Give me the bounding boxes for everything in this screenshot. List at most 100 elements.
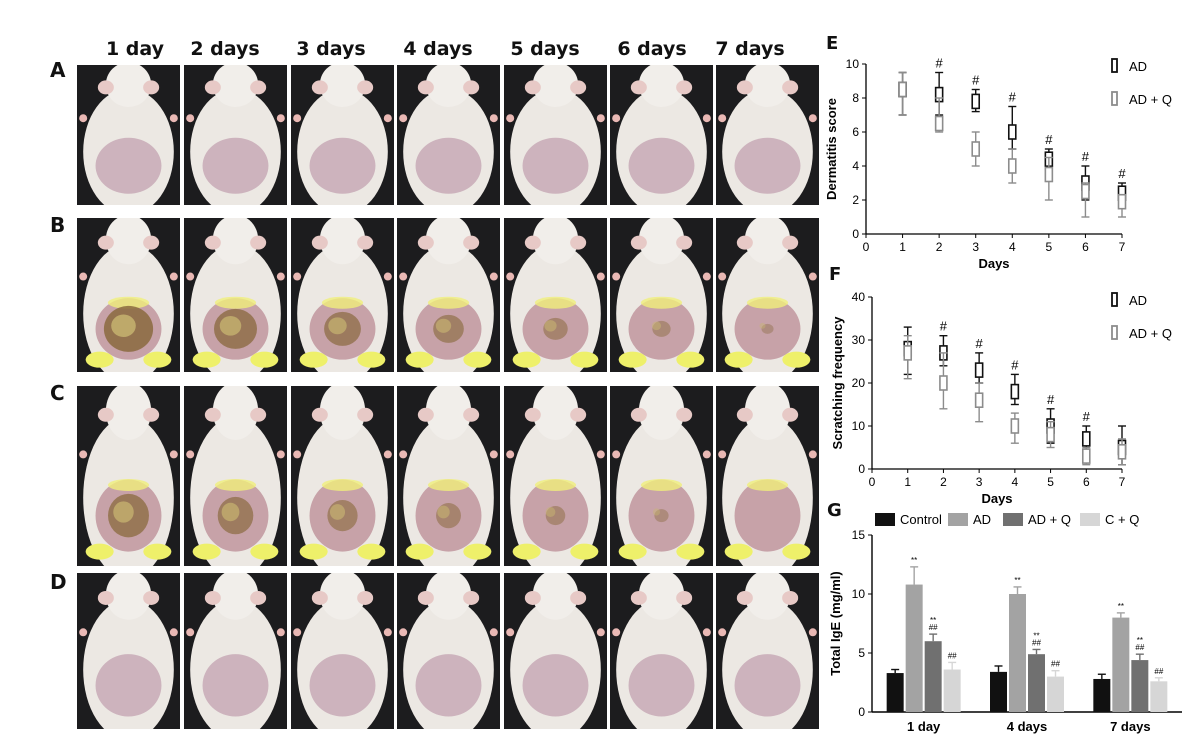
- column-label: 6 days: [617, 38, 687, 60]
- mouse-photo: [610, 65, 713, 205]
- mouse-paw: [399, 450, 408, 459]
- stained-fur: [405, 543, 434, 560]
- stained-fur: [463, 351, 492, 368]
- mouse-ear: [630, 407, 647, 422]
- stained-fur: [427, 296, 470, 309]
- mouse-head: [105, 218, 152, 265]
- mouse-ear: [250, 590, 267, 605]
- mouse-paw: [612, 450, 621, 459]
- crust: [435, 318, 452, 333]
- row-label: A: [50, 58, 66, 82]
- legend-swatch: [1111, 292, 1118, 307]
- mouse-drawing: [612, 386, 711, 566]
- mouse-paw: [596, 450, 605, 459]
- legend-label: C + Q: [1105, 512, 1139, 527]
- mouse-photo: [77, 386, 180, 566]
- mouse-ear: [630, 235, 647, 250]
- mouse-paw: [808, 628, 817, 637]
- y-tick-label: 15: [852, 528, 866, 542]
- mouse-paw: [399, 272, 408, 281]
- stained-fur: [676, 543, 705, 560]
- mouse-ear: [463, 235, 480, 250]
- mouse-head: [744, 65, 791, 107]
- mouse-ear: [570, 235, 587, 250]
- mouse-paw: [383, 114, 392, 123]
- mouse-ear: [204, 407, 221, 422]
- legend-label: Control: [900, 512, 942, 527]
- mouse-paw: [293, 114, 302, 123]
- mouse-ear: [782, 235, 799, 250]
- x-tick-label: 0: [863, 240, 870, 254]
- mouse-head: [532, 218, 579, 265]
- legend-swatch: [1080, 513, 1100, 526]
- mouse-ear: [570, 590, 587, 605]
- mouse-paw: [596, 114, 605, 123]
- mouse-head: [744, 386, 791, 440]
- mouse-ear: [676, 590, 693, 605]
- data-point: [1044, 166, 1054, 183]
- mouse-ear: [97, 407, 114, 422]
- x-tick-label: 4: [1009, 240, 1016, 254]
- mouse-drawing: [506, 218, 605, 372]
- x-tick-label: 7: [1119, 475, 1126, 489]
- category-label: 1 day: [907, 719, 941, 734]
- crust: [219, 315, 242, 336]
- mouse-ear: [311, 590, 328, 605]
- bar: [886, 673, 904, 712]
- mouse-head: [638, 218, 685, 265]
- shaved-skin: [522, 137, 589, 194]
- mouse-drawing: [186, 218, 285, 372]
- mouse-paw: [293, 628, 302, 637]
- stained-fur: [85, 543, 114, 560]
- stained-fur: [405, 351, 434, 368]
- stained-fur: [143, 543, 172, 560]
- shaved-skin: [734, 137, 801, 194]
- stained-fur: [534, 296, 577, 309]
- mouse-photo: [397, 218, 500, 372]
- skin-lesion: [654, 509, 669, 523]
- series-ad-q: [903, 335, 1127, 466]
- mouse-ear: [357, 590, 374, 605]
- stained-fur: [782, 351, 811, 368]
- mouse-paw: [718, 450, 727, 459]
- data-point: [974, 362, 984, 378]
- significance-mark: #: [1083, 409, 1091, 424]
- mouse-drawing: [612, 573, 711, 729]
- crust: [652, 508, 661, 516]
- mouse-ear: [204, 235, 221, 250]
- mouse-photo: [610, 386, 713, 566]
- stained-fur: [214, 296, 257, 309]
- significance-mark: ##: [929, 623, 938, 632]
- mouse-photo: [716, 65, 819, 205]
- mouse-drawing: [718, 386, 817, 566]
- shaved-skin: [95, 654, 162, 717]
- mouse-paw: [399, 114, 408, 123]
- mouse-ear: [736, 80, 753, 95]
- data-point: [1010, 418, 1020, 434]
- shaved-skin: [202, 137, 269, 194]
- mouse-paw: [506, 114, 515, 123]
- mouse-paw: [169, 114, 178, 123]
- mouse-ear: [630, 80, 647, 95]
- mouse-ear: [250, 235, 267, 250]
- stained-fur: [512, 543, 541, 560]
- significance-mark: #: [936, 56, 944, 71]
- significance-mark: **: [1137, 636, 1143, 645]
- shaved-skin: [522, 654, 589, 717]
- y-tick-label: 0: [852, 227, 859, 241]
- significance-mark: **: [1033, 631, 1039, 640]
- x-axis-title: Days: [981, 491, 1012, 506]
- row-label: C: [50, 381, 65, 405]
- mouse-ear: [143, 235, 160, 250]
- crust: [759, 322, 766, 329]
- mouse-head: [319, 573, 366, 620]
- mouse-ear: [463, 590, 480, 605]
- category-label: 7 days: [1110, 719, 1150, 734]
- data-point: [1081, 431, 1091, 447]
- legend-swatch: [1003, 513, 1023, 526]
- data-point: [1007, 124, 1017, 140]
- significance-mark: #: [1082, 149, 1090, 164]
- mouse-photo: [610, 573, 713, 729]
- stained-fur: [724, 351, 753, 368]
